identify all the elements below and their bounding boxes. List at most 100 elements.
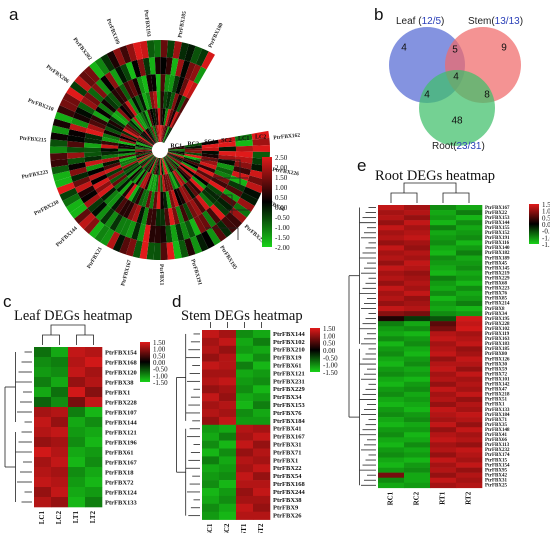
stem-cell [253,353,271,362]
circular-cell [99,208,115,225]
stem-cell [236,503,254,512]
circular-cell [185,181,199,197]
undefined-cell [430,447,457,453]
undefined-row-label: PtrFBX163 [485,337,510,342]
undefined-cell [378,442,405,448]
stem-heatmap-title: Stem DEGs heatmap [181,308,303,324]
undefined-cell [456,336,483,342]
circular-row-label: PtrFBX185 [177,11,188,39]
undefined-row-label: PtrFBX8 [485,307,505,312]
circular-cell [74,75,92,92]
circular-cell [94,224,110,243]
circular-cell [161,157,167,175]
circular-cell [119,155,137,162]
circular-cell [100,186,117,202]
undefined-cell [456,432,483,438]
circular-col-label: SC2 [221,138,232,144]
stem-cell [219,472,237,481]
leaf-col-dendrogram [42,324,94,345]
circular-cell [106,50,121,69]
stem-cell [236,495,254,505]
undefined-cell [456,280,483,287]
circular-cell [175,76,185,95]
leaf-row-label: PtrFBX107 [105,410,138,417]
undefined-cell [378,260,405,266]
circular-cell [163,156,173,173]
undefined-cell [378,255,405,261]
circular-cell [95,106,112,120]
undefined-cell [456,482,483,489]
circular-cell [146,173,154,191]
circular-cell [222,188,241,203]
circular-cell [100,98,117,114]
circular-cell [119,180,133,196]
stem-cell [219,345,237,354]
undefined-row-label: PtrFBX34 [485,312,507,317]
circular-cell [182,79,194,98]
stem-col-label: ST2 [257,523,265,533]
undefined-cell [378,452,405,458]
undefined-cell [404,351,431,357]
circular-cell [83,193,101,209]
leaf-cell [85,397,103,408]
stem-cell [236,432,254,441]
circular-cell [131,96,143,114]
circular-cell [231,170,250,182]
circular-col-label: LC2 [255,134,266,140]
circular-row-label: PtrFBX199 [105,18,121,45]
undefined-cell [378,336,405,342]
circular-cell [162,126,170,143]
leaf-row-label: PtrFBX124 [105,490,138,497]
circular-cell [101,154,119,160]
circular-cell [136,223,146,242]
circular-cell [218,146,236,152]
circular-cell [137,138,153,147]
circular-row-label: PtrFBX230 [33,199,60,217]
circular-legend-tick: -2.00 [275,244,290,252]
undefined-cell [404,295,431,302]
circular-cell [179,204,190,222]
venn-leaf-root: 4 [424,89,430,101]
undefined-cell [378,306,405,312]
circular-cell [160,174,163,192]
circular-center [152,142,168,158]
undefined-cell [404,250,431,256]
circular-cell [164,156,177,170]
stem-cell [219,480,237,489]
stem-cell [253,472,271,481]
circular-cell [124,162,140,175]
undefined-cell [378,462,405,468]
circular-cell [193,66,207,85]
stem-cell [236,456,254,465]
circular-cell [146,156,157,172]
circular-cell [114,216,128,234]
circular-cell [183,183,196,200]
stem-row-label: PtrFBX34 [273,394,302,401]
undefined-cell [456,371,483,377]
circular-cell [154,174,159,192]
undefined-cell [378,280,405,287]
stem-row-label: PtrFBX244 [273,489,306,496]
undefined-cell [378,290,405,297]
undefined-cell [404,245,431,251]
circular-cell [137,153,154,163]
circular-cell [201,156,219,163]
undefined-cell [456,472,483,478]
circular-cell [114,110,130,124]
circular-cell [167,152,184,160]
circular-row-label: PtrFBX144 [55,226,79,249]
undefined-cell [430,407,457,413]
stem-row-label: PtrFBX231 [273,378,305,385]
circular-cell [165,155,178,169]
circular-cell [67,157,85,165]
circular-cell [137,153,153,162]
root-legend-colorbar [529,204,539,244]
undefined-row-dendrogram [348,207,376,486]
leaf-cell [34,457,52,468]
circular-cell [135,151,153,158]
undefined-cell [456,366,483,372]
circular-cell [109,213,123,232]
circular-cell [50,158,69,168]
circular-cell [166,154,182,165]
undefined-cell [430,417,457,423]
